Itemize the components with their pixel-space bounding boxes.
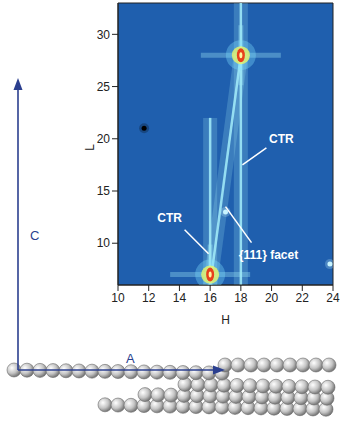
svg-text:24: 24 <box>326 291 340 305</box>
svg-text:H: H <box>221 313 230 327</box>
svg-text:10: 10 <box>97 236 111 250</box>
svg-text:{111} facet: {111} facet <box>239 248 298 262</box>
svg-text:L: L <box>83 144 97 151</box>
svg-text:CTR: CTR <box>157 211 182 225</box>
svg-text:30: 30 <box>97 28 111 42</box>
svg-text:15: 15 <box>97 184 111 198</box>
svg-text:CTR: CTR <box>269 132 294 146</box>
svg-text:20: 20 <box>265 291 279 305</box>
svg-text:20: 20 <box>97 132 111 146</box>
svg-text:C: C <box>30 228 39 243</box>
svg-text:18: 18 <box>234 291 248 305</box>
svg-text:22: 22 <box>296 291 310 305</box>
svg-text:10: 10 <box>111 291 125 305</box>
svg-text:25: 25 <box>97 80 111 94</box>
svg-text:14: 14 <box>173 291 187 305</box>
svg-text:16: 16 <box>203 291 217 305</box>
svg-text:12: 12 <box>142 291 156 305</box>
svg-text:A: A <box>126 351 135 366</box>
